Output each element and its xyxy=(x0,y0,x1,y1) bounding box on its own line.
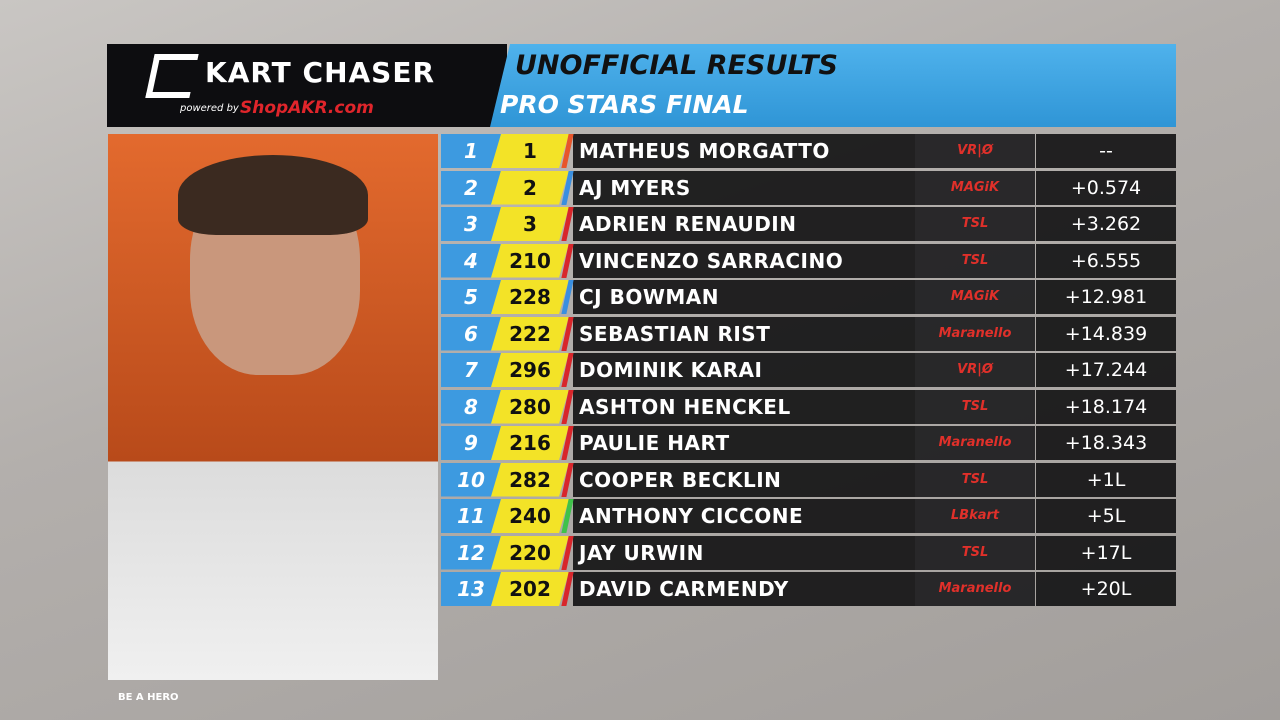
team: Maranello xyxy=(915,572,1035,606)
position: 11 xyxy=(441,499,501,533)
team: VR|Ø xyxy=(915,353,1035,387)
header-banner xyxy=(490,44,1176,127)
subtitle: PRO STARS FINAL xyxy=(500,90,749,119)
number: 2 xyxy=(491,170,569,205)
team: MAGiK xyxy=(915,280,1035,314)
position: 2 xyxy=(441,170,501,205)
position: 13 xyxy=(441,572,501,606)
gap: +17L xyxy=(1036,535,1176,570)
title: UNOFFICIAL RESULTS xyxy=(515,50,838,81)
header-logo-panel xyxy=(107,44,507,127)
number: 280 xyxy=(491,389,569,424)
result-row: 13 202 DAVID CARMENDY Maranello +20L xyxy=(441,572,1176,606)
number: 240 xyxy=(491,499,569,533)
position: 8 xyxy=(441,389,501,424)
brand-icon xyxy=(145,54,199,98)
result-row: 4 210 VINCENZO SARRACINO TSL +6.555 xyxy=(441,243,1176,278)
result-row: 3 3 ADRIEN RENAUDIN TSL +3.262 xyxy=(441,207,1176,241)
result-row: 6 222 SEBASTIAN RIST Maranello +14.839 xyxy=(441,316,1176,351)
gap: +18.343 xyxy=(1036,426,1176,460)
watermark: BE A HERO xyxy=(118,692,179,703)
powered-by: powered by xyxy=(180,103,239,114)
number: 282 xyxy=(491,462,569,497)
gap: +12.981 xyxy=(1036,280,1176,314)
position: 1 xyxy=(441,134,501,168)
position: 3 xyxy=(441,207,501,241)
driver: ANTHONY CICCONE xyxy=(573,499,915,533)
gap: +6.555 xyxy=(1036,243,1176,278)
driver: COOPER BECKLIN xyxy=(573,462,915,497)
driver: DAVID CARMENDY xyxy=(573,572,915,606)
driver: ASHTON HENCKEL xyxy=(573,389,915,424)
position: 9 xyxy=(441,426,501,460)
position: 4 xyxy=(441,243,501,278)
gap: +1L xyxy=(1036,462,1176,497)
result-row: 5 228 CJ BOWMAN MAGiK +12.981 xyxy=(441,280,1176,314)
result-row: 9 216 PAULIE HART Maranello +18.343 xyxy=(441,426,1176,460)
team: MAGiK xyxy=(915,170,1035,205)
team: TSL xyxy=(915,462,1035,497)
number: 216 xyxy=(491,426,569,460)
result-row: 8 280 ASHTON HENCKEL TSL +18.174 xyxy=(441,389,1176,424)
driver: CJ BOWMAN xyxy=(573,280,915,314)
gap: -- xyxy=(1036,134,1176,168)
result-row: 12 220 JAY URWIN TSL +17L xyxy=(441,535,1176,570)
number: 222 xyxy=(491,316,569,351)
team: Maranello xyxy=(915,316,1035,351)
team: VR|Ø xyxy=(915,134,1035,168)
result-row: 7 296 DOMINIK KARAI VR|Ø +17.244 xyxy=(441,353,1176,387)
gap: +3.262 xyxy=(1036,207,1176,241)
number: 202 xyxy=(491,572,569,606)
number: 3 xyxy=(491,207,569,241)
result-row: 10 282 COOPER BECKLIN TSL +1L xyxy=(441,462,1176,497)
result-row: 1 1 MATHEUS MORGATTO VR|Ø -- xyxy=(441,134,1176,168)
driver: MATHEUS MORGATTO xyxy=(573,134,915,168)
number: 210 xyxy=(491,243,569,278)
gap: +14.839 xyxy=(1036,316,1176,351)
result-row: 11 240 ANTHONY CICCONE LBkart +5L xyxy=(441,499,1176,533)
number: 296 xyxy=(491,353,569,387)
driver: ADRIEN RENAUDIN xyxy=(573,207,915,241)
number: 228 xyxy=(491,280,569,314)
photo-hair xyxy=(178,155,368,235)
number: 220 xyxy=(491,535,569,570)
position: 5 xyxy=(441,280,501,314)
driver: SEBASTIAN RIST xyxy=(573,316,915,351)
driver: JAY URWIN xyxy=(573,535,915,570)
team: TSL xyxy=(915,389,1035,424)
gap: +17.244 xyxy=(1036,353,1176,387)
brand: KART CHASER xyxy=(205,56,436,89)
position: 12 xyxy=(441,535,501,570)
team: TSL xyxy=(915,207,1035,241)
gap: +5L xyxy=(1036,499,1176,533)
driver: PAULIE HART xyxy=(573,426,915,460)
gap: +20L xyxy=(1036,572,1176,606)
team: LBkart xyxy=(915,499,1035,533)
driver: DOMINIK KARAI xyxy=(573,353,915,387)
driver: AJ MYERS xyxy=(573,170,915,205)
position: 7 xyxy=(441,353,501,387)
gap: +0.574 xyxy=(1036,170,1176,205)
number: 1 xyxy=(491,134,569,168)
sponsor: ShopAKR.com xyxy=(240,98,374,118)
gap: +18.174 xyxy=(1036,389,1176,424)
position: 6 xyxy=(441,316,501,351)
position: 10 xyxy=(441,462,501,497)
team: Maranello xyxy=(915,426,1035,460)
team: TSL xyxy=(915,243,1035,278)
team: TSL xyxy=(915,535,1035,570)
driver: VINCENZO SARRACINO xyxy=(573,243,915,278)
result-row: 2 2 AJ MYERS MAGiK +0.574 xyxy=(441,170,1176,205)
